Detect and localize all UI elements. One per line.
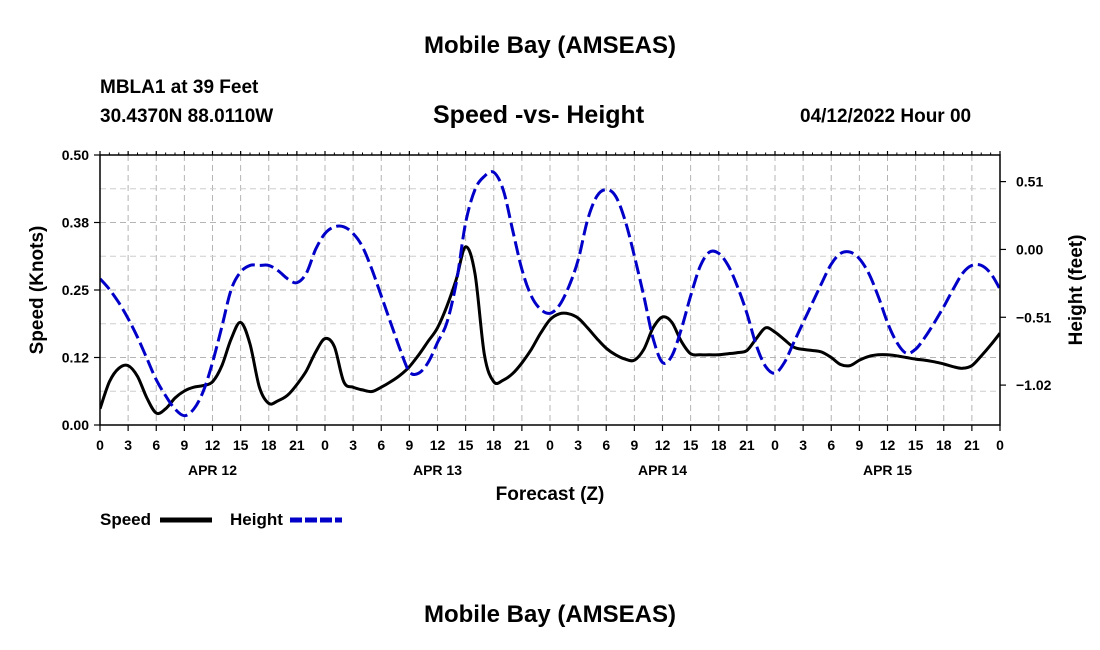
y-left-tick-label: 0.38 <box>62 215 89 231</box>
x-tick-label: 9 <box>630 437 638 453</box>
x-tick-label: 6 <box>377 437 385 453</box>
x-tick-label: 3 <box>349 437 357 453</box>
bottom-title: Mobile Bay (AMSEAS) <box>423 601 677 628</box>
y-right-tick-label: −1.02 <box>1016 377 1052 393</box>
x-tick-label: 0 <box>321 437 329 453</box>
x-tick-label: 18 <box>486 437 502 453</box>
x-tick-label: 0 <box>96 437 104 453</box>
y-right-tick-label: 0.00 <box>1016 241 1043 257</box>
day-label: APR 13 <box>413 462 462 478</box>
x-tick-label: 21 <box>289 437 305 453</box>
x-tick-label: 9 <box>855 437 863 453</box>
x-tick-label: 3 <box>124 437 132 453</box>
x-tick-label: 12 <box>205 437 221 453</box>
legend-speed-label: Speed <box>100 510 151 529</box>
x-tick-label: 21 <box>964 437 980 453</box>
forecast-datetime: 04/12/2022 Hour 00 <box>800 106 972 127</box>
y-left-tick-label: 0.12 <box>62 350 89 366</box>
y-axis-label-right: Height (feet) <box>1066 235 1087 346</box>
x-tick-label: 18 <box>936 437 952 453</box>
x-tick-label: 6 <box>152 437 160 453</box>
legend: Speed Height <box>100 510 342 529</box>
legend-height-label: Height <box>230 510 283 529</box>
height-series-line <box>100 170 1000 418</box>
x-tick-label: 3 <box>574 437 582 453</box>
y-left-tick-label: 0.50 <box>62 147 89 163</box>
x-tick-label: 15 <box>683 437 699 453</box>
x-tick-label: 12 <box>655 437 671 453</box>
x-tick-label: 12 <box>880 437 896 453</box>
y-right-tick-label: 0.51 <box>1016 174 1043 190</box>
chart-title: Speed -vs- Height <box>433 101 645 129</box>
x-tick-label: 21 <box>739 437 755 453</box>
x-tick-label: 3 <box>799 437 807 453</box>
y-axis-label-left: Speed (Knots) <box>27 226 48 355</box>
coordinates-label: 30.4370N 88.0110W <box>100 106 274 127</box>
x-tick-label: 18 <box>261 437 277 453</box>
x-tick-label: 9 <box>180 437 188 453</box>
day-label: APR 14 <box>638 462 687 478</box>
main-title: Mobile Bay (AMSEAS) <box>423 32 677 59</box>
x-tick-label: 12 <box>430 437 446 453</box>
x-tick-label: 21 <box>514 437 530 453</box>
x-tick-label: 0 <box>996 437 1004 453</box>
y-left-tick-label: 0.00 <box>62 417 89 433</box>
x-tick-label: 0 <box>546 437 554 453</box>
x-tick-label: 15 <box>458 437 474 453</box>
x-tick-label: 18 <box>711 437 727 453</box>
y-right-tick-label: −0.51 <box>1016 309 1052 325</box>
station-label: MBLA1 at 39 Feet <box>100 77 259 98</box>
x-tick-label: 6 <box>602 437 610 453</box>
day-label: APR 15 <box>863 462 912 478</box>
x-axis-label: Forecast (Z) <box>496 484 605 505</box>
speed-series-line <box>100 245 1000 416</box>
x-tick-label: 15 <box>233 437 249 453</box>
grid-lines <box>100 155 1000 425</box>
y-left-tick-label: 0.25 <box>62 282 89 298</box>
x-tick-label: 9 <box>405 437 413 453</box>
x-tick-label: 6 <box>827 437 835 453</box>
x-tick-label: 0 <box>771 437 779 453</box>
x-tick-label: 15 <box>908 437 924 453</box>
day-label: APR 12 <box>188 462 237 478</box>
